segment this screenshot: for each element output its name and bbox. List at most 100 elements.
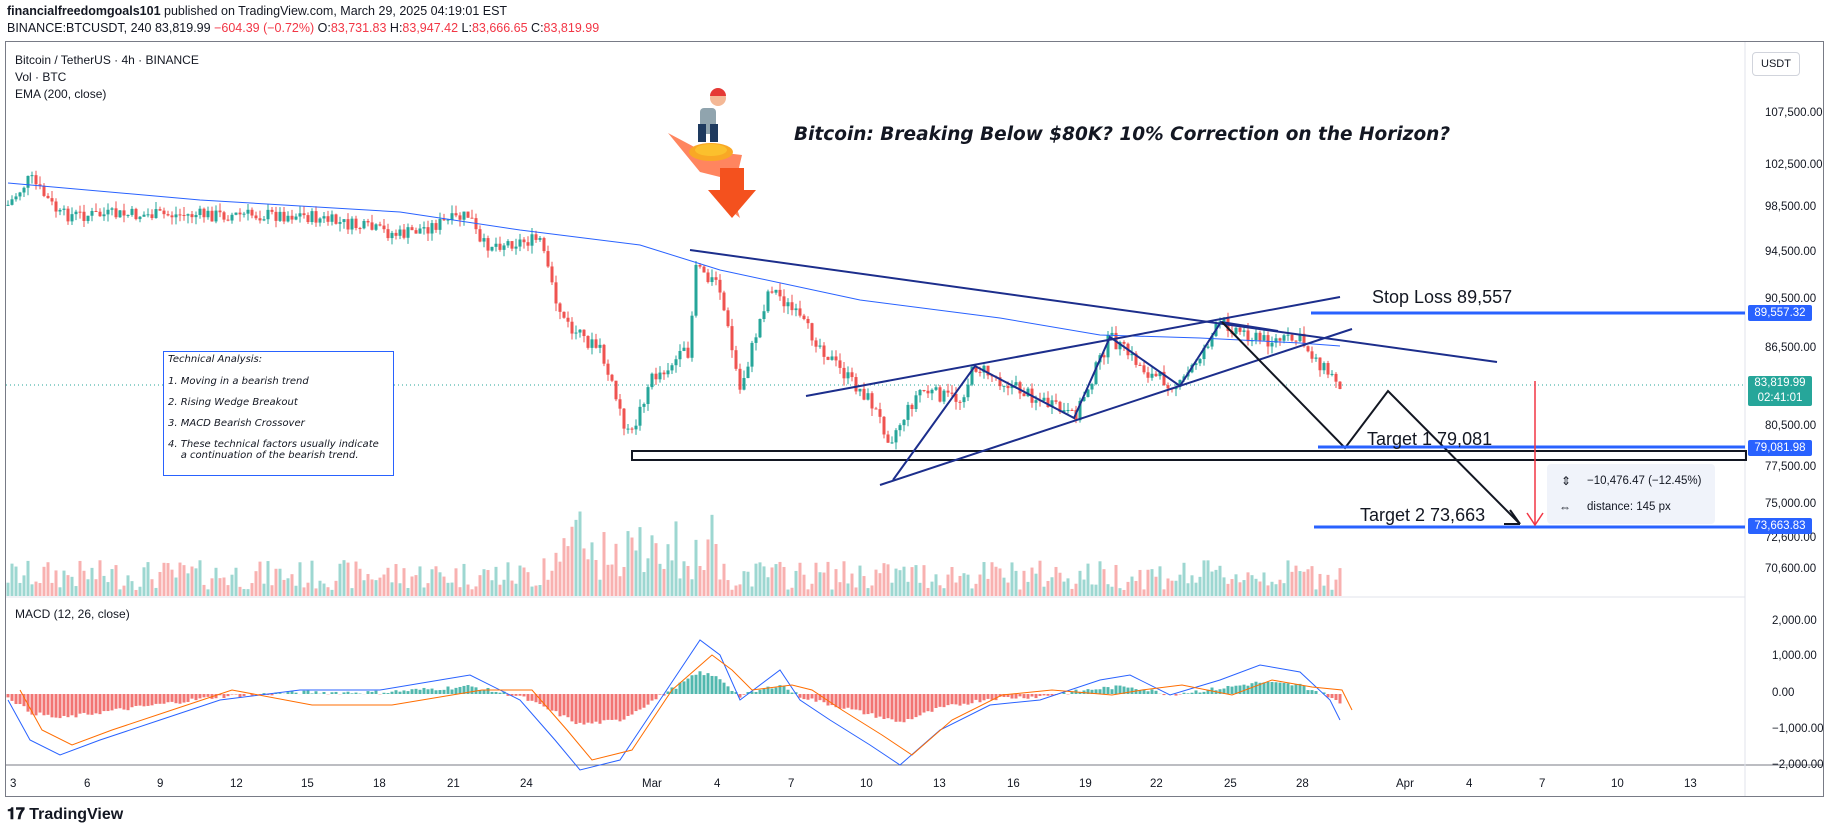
macd-hist-bar [1146, 691, 1150, 694]
candle-body [34, 175, 38, 185]
tradingview-logo[interactable]: 𝟏𝟕 TradingView [7, 806, 123, 824]
macd-hist-bar [286, 692, 290, 694]
volume-bar [1274, 584, 1278, 596]
volume-bar [1230, 579, 1234, 596]
currency-button[interactable]: USDT [1752, 52, 1800, 76]
candle-body [598, 344, 602, 348]
candle-body [886, 434, 890, 443]
candle-body [378, 224, 382, 226]
volume-legend[interactable]: Vol · BTC [15, 70, 67, 84]
volume-bar [734, 585, 738, 596]
macd-hist-bar [1262, 682, 1266, 694]
candle-body [766, 291, 770, 312]
macd-hist-bar [218, 694, 222, 696]
stop-loss-label[interactable]: Stop Loss 89,557 [1372, 287, 1513, 307]
open-label: O: [317, 21, 331, 35]
macd-hist-bar [738, 694, 742, 698]
volume-bar [70, 576, 74, 596]
macd-hist-bar [350, 693, 354, 694]
candle-body [586, 336, 590, 348]
candle-body [38, 184, 42, 186]
target2-label[interactable]: Target 2 73,663 [1360, 505, 1486, 525]
candle-body [614, 380, 618, 400]
candle-body [526, 242, 530, 246]
time-axis-label: 22 [1150, 778, 1163, 790]
macd-hist-bar [178, 694, 182, 704]
macd-hist-bar [206, 694, 210, 697]
candle-body [674, 359, 678, 366]
volume-bar [118, 589, 122, 596]
volume-bar [546, 579, 550, 596]
volume-bar [414, 575, 418, 596]
volume-bar [1314, 589, 1318, 596]
candle-body [342, 219, 346, 223]
macd-hist-bar [1126, 687, 1130, 694]
candle-body [434, 223, 438, 230]
candle-body [202, 208, 206, 218]
macd-hist-bar [150, 694, 154, 706]
macd-hist-bar [1006, 694, 1010, 698]
volume-bar [906, 581, 910, 596]
macd-hist-bar [426, 689, 430, 694]
candle-body [390, 232, 394, 239]
macd-hist-bar [746, 692, 750, 694]
candle-body [254, 215, 258, 219]
time-axis-label: 4 [714, 778, 721, 790]
macd-hist-bar [834, 694, 838, 708]
author-name[interactable]: financialfreedomgoals101 [7, 4, 161, 18]
candle-body [410, 227, 414, 231]
volume-bar [854, 587, 858, 596]
candle-body [294, 216, 298, 220]
macd-hist-bar [866, 694, 870, 715]
volume-bar [226, 585, 230, 596]
macd-hist-bar [1202, 691, 1206, 694]
volume-bar [954, 582, 958, 596]
macd-hist-bar [134, 694, 138, 706]
macd-hist-bar [774, 687, 778, 694]
macd-hist-bar [846, 694, 850, 708]
volume-bar [1238, 582, 1242, 596]
macd-hist-bar [250, 694, 254, 696]
technical-analysis-box[interactable]: Technical Analysis: 1. Moving in a beari… [163, 351, 394, 476]
time-axis-label: 10 [860, 778, 873, 790]
candle-body [890, 442, 894, 444]
macd-hist-bar [142, 694, 146, 707]
volume-bar [1082, 579, 1086, 596]
volume-bar [1178, 574, 1182, 596]
volume-bar [166, 563, 170, 596]
volume-bar [1046, 580, 1050, 596]
candle-body [1338, 381, 1342, 389]
close-label: C: [531, 21, 544, 35]
macd-hist-bar [526, 694, 530, 701]
macd-hist-bar [694, 674, 698, 694]
target1-label[interactable]: Target 1 79,081 [1367, 429, 1493, 449]
support-zone [631, 450, 1747, 461]
ema-legend[interactable]: EMA (200, close) [15, 87, 107, 101]
macd-hist-bar [430, 688, 434, 694]
macd-legend[interactable]: MACD (12, 26, close) [15, 607, 130, 621]
macd-hist-bar [562, 694, 566, 716]
price-axis-label: 90,500.00 [1765, 293, 1817, 305]
macd-hist-bar [22, 694, 26, 707]
candle-body [366, 220, 370, 223]
macd-hist-bar [382, 692, 386, 694]
candle-body [322, 216, 326, 219]
macd-hist-bar [1306, 690, 1310, 694]
macd-hist-bar [38, 694, 42, 713]
macd-hist-bar [690, 675, 694, 694]
chart-title[interactable]: Bitcoin: Breaking Below $80K? 10% Correc… [794, 124, 1451, 145]
candle-body [162, 210, 166, 215]
macd-hist-bar [126, 694, 130, 711]
time-axis-label: 6 [84, 778, 91, 790]
volume-bar [786, 589, 790, 596]
volume-bar [762, 566, 766, 596]
macd-hist-bar [686, 678, 690, 694]
macd-hist-bar [766, 686, 770, 694]
macd-hist-bar [450, 689, 454, 694]
volume-bar [602, 532, 606, 596]
candle-body [142, 214, 146, 217]
symbol-legend[interactable]: Bitcoin / TetherUS · 4h · BINANCE [15, 53, 199, 67]
candle-body [210, 210, 214, 222]
volume-bar [126, 575, 130, 596]
